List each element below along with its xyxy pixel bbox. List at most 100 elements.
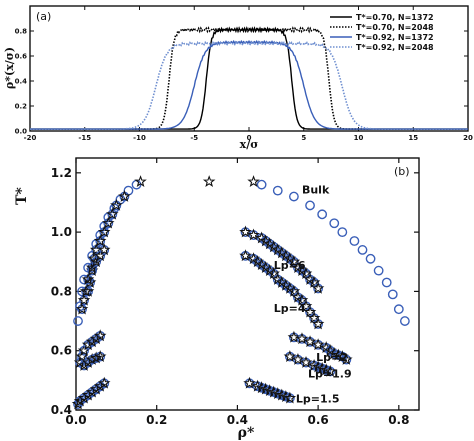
panel-a-x-tick-label: -20 xyxy=(24,134,37,142)
panel-b-star-marker xyxy=(239,249,252,262)
panel-b-star-marker xyxy=(73,394,87,407)
panel-b-star-marker xyxy=(110,198,123,211)
panel-b-star-marker xyxy=(239,225,252,238)
panel-b-ticks: 0.0 0.2 0.4 0.6 0.8 0.4 0.6 0.8 1.0 1.2 xyxy=(51,158,419,427)
panel-b-star-marker xyxy=(247,175,260,188)
panel-a-x-axis-label: x/σ xyxy=(240,138,259,151)
panel-b-y-tick-label: 0.8 xyxy=(51,284,72,298)
panel-b-star-marker xyxy=(287,330,301,343)
panel-b-circle-marker xyxy=(337,227,348,238)
panel-b-star-marker xyxy=(79,284,93,297)
panel-b-circle-marker xyxy=(365,253,376,264)
panel-b-circle-marker xyxy=(73,316,83,326)
panel-b-star-marker xyxy=(340,353,353,365)
panel-b-star-marker xyxy=(287,284,301,297)
panel-a-legend-label: T*=0.92, N=2048 xyxy=(356,43,434,52)
panel-b-phase-diagram: (b) T* ρ* 0.0 0.2 0.4 0.6 0.8 0.4 0.6 0.8 1.0 1.2… xyxy=(14,157,420,441)
panel-b-x-tick-label: 0.0 xyxy=(65,413,86,427)
panel-a-x-tick-label: -10 xyxy=(133,134,146,142)
panel-b-star-marker xyxy=(267,267,280,279)
panel-b-star-marker xyxy=(311,317,325,330)
panel-b-star-marker xyxy=(303,335,317,348)
panel-b-star-marker xyxy=(77,391,91,404)
panel-b-circle-marker xyxy=(381,277,392,288)
panel-b-star-marker xyxy=(299,299,313,312)
panel-b-star-marker xyxy=(81,338,95,351)
panel-b-circle-marker xyxy=(77,286,87,297)
panel-b-circle-marker xyxy=(329,218,340,229)
panel-b-star-marker xyxy=(77,293,91,306)
panel-b-star-marker xyxy=(295,293,309,306)
panel-b-circle-marker xyxy=(373,265,384,276)
panel-b-star-marker xyxy=(85,385,99,398)
panel-a-series-lines xyxy=(30,26,468,130)
panel-b-x-axis-label: ρ* xyxy=(238,425,255,441)
panel-b-star-marker xyxy=(81,272,95,285)
panel-b-star-marker xyxy=(102,216,115,229)
panel-b-star-marker xyxy=(89,351,103,364)
panel-b-star-marker xyxy=(93,234,107,247)
panel-b-annotation-label: Lp=1.9 xyxy=(308,367,352,380)
panel-b-star-marker xyxy=(283,391,297,404)
panel-a-y-tick-label: 0.2 xyxy=(15,103,28,111)
panel-a-x-tick-label: 20 xyxy=(463,134,473,142)
panel-a-x-tick-label: 10 xyxy=(354,134,364,142)
panel-b-label: (b) xyxy=(394,165,410,178)
panel-a-y-tick-label: 0.4 xyxy=(15,78,28,86)
panel-b-star-marker xyxy=(307,311,321,324)
panel-a-x-tick-label: -15 xyxy=(78,134,91,142)
panel-b-circle-marker xyxy=(289,191,299,202)
panel-a-x-tick-label: 5 xyxy=(301,134,306,142)
panel-a-density-profile: (a) ρ*(x/σ) x/σ -20 -15 -10 -5 0 5 10 15 20 0.0 0.… xyxy=(3,5,473,151)
panel-b-circle-marker xyxy=(272,185,283,196)
panel-b-y-tick-label: 1.0 xyxy=(51,225,72,239)
panel-b-star-marker xyxy=(291,353,305,365)
panel-b-star-marker xyxy=(93,329,107,342)
panel-a-x-tick-label: -5 xyxy=(190,134,198,142)
panel-b-y-axis-label: T* xyxy=(14,186,30,204)
panel-b-data-points xyxy=(71,175,410,410)
panel-b-circle-marker xyxy=(357,245,368,255)
panel-b-circle-marker xyxy=(399,316,410,326)
panel-a-legend-label: T*=0.70, N=2048 xyxy=(356,23,434,32)
panel-b-star-marker xyxy=(287,255,301,268)
panel-b-star-marker xyxy=(106,207,119,220)
panel-a-line-series-3 xyxy=(30,40,468,130)
panel-b-star-marker xyxy=(97,243,111,256)
panel-b-star-marker xyxy=(93,379,107,392)
panel-a-y-tick-label: 0.6 xyxy=(15,53,28,61)
panel-b-circle-marker xyxy=(349,236,360,246)
panel-b-star-marker xyxy=(202,175,216,188)
panel-b-star-marker xyxy=(75,302,89,315)
panel-b-circle-marker xyxy=(317,209,328,220)
panel-b-star-marker xyxy=(97,225,111,238)
panel-b-y-tick-label: 1.2 xyxy=(51,166,72,180)
panel-b-star-marker xyxy=(295,332,309,345)
panel-b-circle-marker xyxy=(79,274,89,285)
panel-b-circle-marker xyxy=(387,289,398,300)
panel-a-line-series-2 xyxy=(30,39,468,130)
panel-b-star-marker xyxy=(323,364,337,377)
panel-b-star-marker xyxy=(243,376,256,389)
panel-b-star-marker xyxy=(89,382,103,395)
panel-b-star-marker xyxy=(83,275,97,288)
panel-b-annotation-label: Bulk xyxy=(302,184,330,197)
panel-b-y-tick-label: 0.4 xyxy=(51,403,72,417)
panel-b-star-marker xyxy=(93,350,107,362)
panel-b-annotation-label: Lp=6 xyxy=(274,259,306,272)
panel-b-star-marker xyxy=(81,355,95,368)
panel-b-star-marker xyxy=(134,175,147,188)
panel-a-label: (a) xyxy=(36,10,51,23)
panel-b-star-marker xyxy=(97,376,111,389)
panel-b-circle-marker xyxy=(305,200,315,211)
panel-b-star-marker xyxy=(77,358,91,371)
panel-b-x-tick-label: 0.8 xyxy=(388,413,409,427)
panel-b-frame xyxy=(75,157,420,411)
panel-a-y-axis-label: ρ*(x/σ) xyxy=(3,47,16,89)
panel-a-legend-label: T*=0.70, N=1372 xyxy=(356,13,434,22)
panel-a-legend-label: T*=0.92, N=1372 xyxy=(356,33,434,42)
panel-b-x-tick-label: 0.4 xyxy=(227,413,248,427)
panel-b-annotation-label: Lp=2 xyxy=(316,351,348,364)
